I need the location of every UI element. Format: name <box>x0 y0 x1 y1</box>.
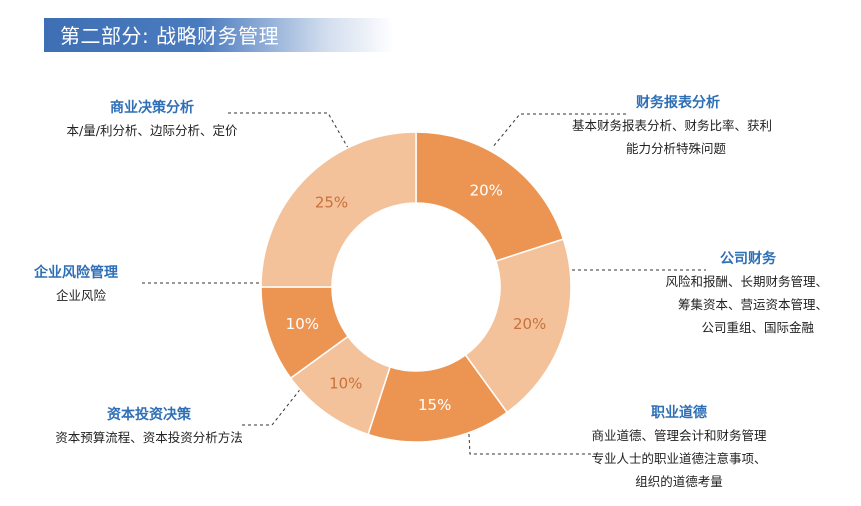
category-detail: 商业道德、管理会计和财务管理 <box>591 428 767 443</box>
category-capital-investment: 资本投资决策 资本预算流程、资本投资分析方法 <box>24 404 274 449</box>
section-title: 第二部分: 战略财务管理 <box>60 24 280 48</box>
category-detail: 能力分析特殊问题 <box>626 141 727 156</box>
category-detail: 基本财务报表分析、财务比率、获利 <box>572 118 773 133</box>
category-title: 企业风险管理 <box>34 265 118 281</box>
category-business-decision: 商业决策分析 本/量/利分析、边际分析、定价 <box>52 97 252 142</box>
slice-value-label: 20% <box>513 315 546 333</box>
category-detail: 企业风险 <box>56 288 107 303</box>
category-detail: 组织的道德考量 <box>635 474 723 489</box>
category-title: 财务报表分析 <box>636 95 720 111</box>
category-enterprise-risk: 企业风险管理 企业风险 <box>34 262 184 307</box>
category-title: 商业决策分析 <box>110 100 194 116</box>
category-title: 资本投资决策 <box>107 407 191 423</box>
category-detail: 专业人士的职业道德注意事项、 <box>591 451 767 466</box>
category-financial-statement: 财务报表分析 基本财务报表分析、财务比率、获利 能力分析特殊问题 <box>572 92 812 160</box>
category-detail: 本/量/利分析、边际分析、定价 <box>66 123 238 138</box>
donut-slice <box>415 131 565 262</box>
category-detail: 公司重组、国际金融 <box>701 320 814 335</box>
slice-value-label: 25% <box>315 194 348 212</box>
slice-value-label: 20% <box>470 181 503 199</box>
category-detail: 筹集资本、营运资本管理、 <box>677 297 828 312</box>
category-corporate-finance: 公司财务 风险和报酬、长期财务管理、 筹集资本、营运资本管理、 公司重组、国际金… <box>596 248 828 339</box>
donut-slice <box>464 238 572 414</box>
category-detail: 资本预算流程、资本投资分析方法 <box>55 430 243 445</box>
category-detail: 风险和报酬、长期财务管理、 <box>665 274 828 289</box>
section-header-bar <box>44 18 394 52</box>
leader-line-capital-investment <box>242 381 307 426</box>
slice-value-label: 10% <box>329 375 362 393</box>
category-title: 职业道德 <box>651 405 707 421</box>
category-professional-ethics: 职业道德 商业道德、管理会计和财务管理 专业人士的职业道德注意事项、 组织的道德… <box>556 402 802 493</box>
slice-value-label: 10% <box>286 315 319 333</box>
donut-slice <box>260 131 417 288</box>
leader-line-business-decision <box>228 112 349 149</box>
category-title: 公司财务 <box>720 251 776 267</box>
slice-value-label: 15% <box>418 396 451 414</box>
